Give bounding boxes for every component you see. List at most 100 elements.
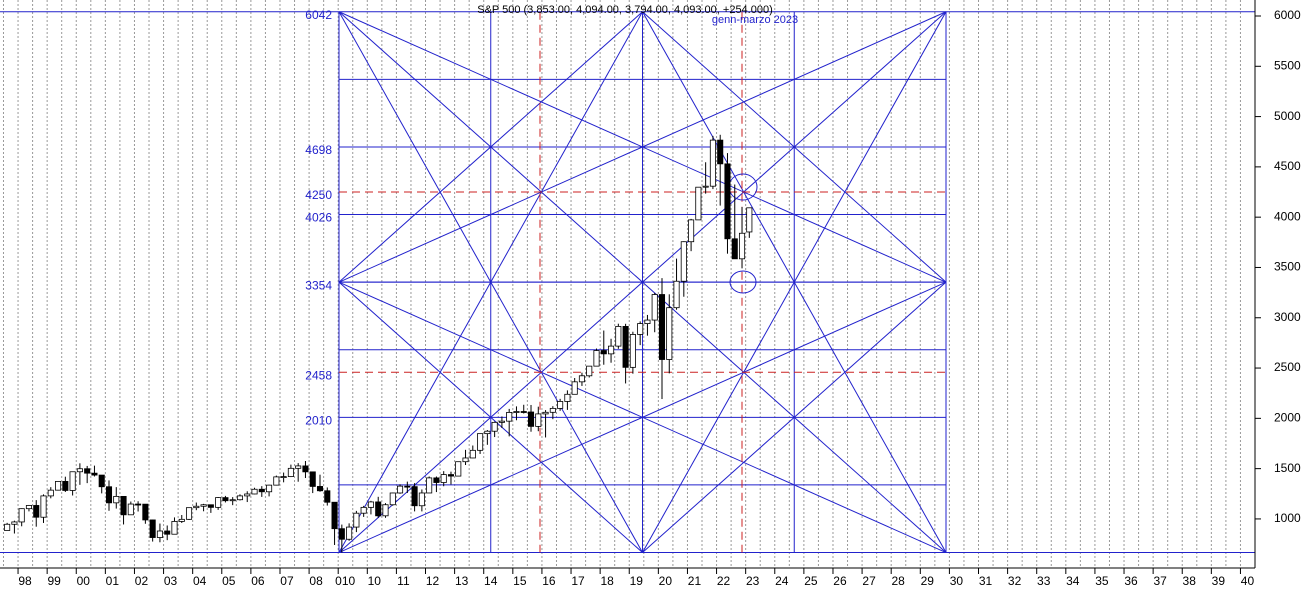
- chart-title: S&P 500 (3,853.00, 4,094.00, 3,794.00, 4…: [477, 4, 773, 16]
- candle-body: [62, 481, 69, 491]
- x-tick-label: 24: [775, 574, 789, 588]
- x-tick-label: 38: [1183, 574, 1197, 588]
- x-tick-label: 08: [309, 574, 323, 588]
- candle-body: [309, 471, 316, 487]
- candle-body: [127, 503, 134, 516]
- candle-body: [280, 476, 287, 478]
- x-tick-label: 99: [47, 574, 61, 588]
- level-label: 4026: [305, 211, 332, 225]
- candle-body: [637, 323, 644, 335]
- candle-body: [491, 421, 498, 432]
- candle-body: [40, 495, 47, 518]
- candle-body: [91, 472, 98, 476]
- x-tick-label: 01: [106, 574, 120, 588]
- x-tick-label: 15: [513, 574, 527, 588]
- candle-body: [688, 219, 695, 243]
- candle-body: [520, 411, 527, 413]
- x-tick-label: 21: [688, 574, 702, 588]
- candle-body: [426, 477, 433, 494]
- candle-body: [615, 326, 622, 347]
- x-tick-label: 14: [484, 574, 498, 588]
- candle-body: [236, 495, 244, 501]
- x-tick-label: 04: [193, 574, 207, 588]
- candle-body: [564, 393, 571, 402]
- candle-body: [171, 521, 178, 535]
- candle-body: [222, 497, 229, 502]
- candle-body: [273, 476, 280, 486]
- candle-body: [287, 467, 294, 477]
- candle-body: [593, 350, 600, 367]
- candle-body: [47, 489, 54, 497]
- candle-body: [586, 365, 593, 377]
- candle-body: [644, 319, 651, 324]
- candle-body: [680, 241, 687, 282]
- candle-body: [702, 185, 709, 188]
- level-label: 3354: [305, 278, 332, 292]
- x-tick-label: 31: [979, 574, 993, 588]
- candle-body: [673, 280, 680, 309]
- candle-body: [331, 501, 338, 530]
- candle-body: [535, 413, 542, 427]
- candle-body: [411, 486, 418, 507]
- x-tick-label: 05: [222, 574, 236, 588]
- x-tick-label: 02: [135, 574, 149, 588]
- candle-body: [695, 186, 702, 221]
- candle-body: [193, 505, 200, 509]
- gann-diagonal: [338, 281, 947, 553]
- x-tick-label: 010: [335, 574, 355, 588]
- candle-body: [215, 497, 222, 508]
- candle-body: [709, 139, 716, 187]
- candle-body: [404, 485, 411, 488]
- y-tick-label: 2000: [1274, 411, 1301, 425]
- x-tick-label: 33: [1037, 574, 1051, 588]
- candle-body: [244, 493, 251, 497]
- annotation: genn-marzo 2023: [712, 14, 798, 26]
- candle-body: [113, 495, 120, 504]
- candle-body: [666, 307, 673, 360]
- x-tick-label: 32: [1008, 574, 1022, 588]
- candle-body: [549, 407, 556, 413]
- x-tick-label: 40: [1241, 574, 1255, 588]
- candles: [4, 134, 753, 553]
- y-tick-label: 3000: [1274, 310, 1301, 324]
- x-tick-label: 17: [571, 574, 585, 588]
- candle-body: [571, 381, 578, 395]
- candle-body: [658, 294, 666, 360]
- gann-diagonal: [338, 281, 643, 553]
- candle-body: [746, 207, 753, 233]
- candle-body: [149, 519, 156, 538]
- x-tick-label: 35: [1095, 574, 1109, 588]
- x-tick-label: 23: [746, 574, 760, 588]
- x-tick-label: 37: [1153, 574, 1167, 588]
- candle-body: [382, 504, 389, 517]
- candle-body: [527, 411, 535, 427]
- x-tick-label: 28: [892, 574, 906, 588]
- candle-body: [200, 504, 207, 507]
- candle-body: [295, 465, 302, 469]
- candle-body: [316, 486, 324, 492]
- candle-body: [440, 474, 447, 483]
- candle-body: [360, 506, 367, 514]
- y-tick-label: 4000: [1274, 209, 1301, 223]
- x-tick-label: 29: [921, 574, 935, 588]
- candle-body: [506, 412, 513, 422]
- y-tick-label: 3500: [1274, 260, 1301, 274]
- candle-body: [731, 238, 738, 260]
- candle-body: [477, 433, 484, 451]
- level-label: 4698: [305, 143, 332, 157]
- grid: [2, 0, 1241, 568]
- x-tick-label: 19: [630, 574, 644, 588]
- candle-body: [513, 411, 520, 413]
- x-tick-label: 07: [280, 574, 294, 588]
- candle-body: [98, 474, 105, 488]
- candle-body: [375, 501, 382, 517]
- candle-body: [258, 488, 265, 493]
- y-tick-label: 1000: [1274, 511, 1301, 525]
- candle-body: [557, 401, 564, 409]
- candle-body: [462, 457, 469, 463]
- y-tick-label: 4500: [1274, 159, 1301, 173]
- x-tick-label: 18: [600, 574, 614, 588]
- candle-body: [142, 503, 149, 521]
- candle-body: [397, 485, 404, 494]
